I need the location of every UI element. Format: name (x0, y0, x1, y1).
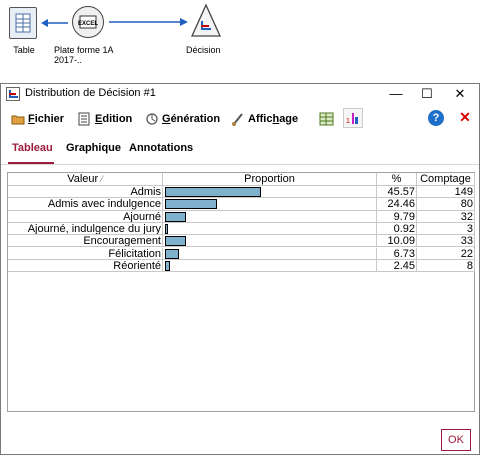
proportion-bar (165, 248, 180, 259)
window-title: Distribution de Décision #1 (25, 87, 156, 99)
menu-fichier-mnemonic: F (28, 113, 35, 125)
cell-valeur: Ajourné (8, 210, 163, 223)
menu-generation-label: énération (170, 113, 221, 125)
proportion-bar (165, 211, 186, 222)
col-header-proportion[interactable]: Proportion (163, 173, 377, 186)
menu-affichage-label: age (279, 113, 299, 125)
cell-valeur: Admis (8, 186, 163, 199)
proportion-bar (165, 223, 168, 234)
menu-fichier-label: ichier (34, 113, 65, 125)
cell-proportion (163, 198, 377, 211)
help-button[interactable]: ? (428, 110, 444, 126)
active-tab-indicator (8, 162, 54, 164)
cell-pct: 45.57 (377, 186, 417, 199)
close-window-button[interactable]: ✕ (454, 86, 466, 101)
export-table-icon (319, 112, 334, 126)
distribution-triangle-icon (190, 3, 222, 37)
cell-proportion (163, 259, 377, 273)
svg-text:1: 1 (346, 118, 350, 125)
menu-edition-label: dition (102, 113, 133, 125)
col-header-comptage[interactable]: Comptage (417, 173, 475, 186)
menu-affichage-label-pre: Affic (248, 113, 273, 125)
generate-icon (146, 113, 158, 125)
proportion-bar (165, 236, 187, 247)
col-header-valeur-label: Valeur (67, 173, 99, 185)
cell-comptage: 3 (417, 222, 475, 236)
distribution-chart-icon: 1 (346, 113, 358, 125)
cell-valeur: Félicitation (8, 247, 163, 260)
menu-edition-mnemonic: E (95, 113, 103, 125)
cell-valeur: Ajourné, indulgence du jury (8, 222, 163, 236)
cell-valeur: Réorienté (8, 259, 163, 273)
col-header-valeur[interactable]: Valeur ⁄ (8, 173, 163, 186)
ok-button[interactable]: OK (441, 429, 471, 451)
tab-tableau[interactable]: Tableau (12, 142, 53, 154)
cell-pct: 0.92 (377, 222, 417, 236)
table-node[interactable] (9, 7, 37, 39)
distribution-table: Valeur ⁄ Proportion % Comptage Admis 45.5… (7, 172, 475, 412)
toolbar-export-button[interactable] (319, 111, 335, 127)
menu-affichage-mnemonic: h (272, 113, 280, 125)
cell-pct: 24.46 (377, 198, 417, 211)
cell-comptage: 22 (417, 247, 475, 260)
window-app-icon (6, 87, 20, 101)
maximize-button[interactable]: ☐ (421, 86, 433, 101)
cell-valeur: Encouragement (8, 235, 163, 248)
cell-proportion (163, 210, 377, 223)
proportion-bar (165, 199, 217, 210)
stream-arrow-left (41, 19, 68, 27)
title-bar: Distribution de Décision #1 — ☐ ✕ (1, 84, 479, 104)
tab-bar: Tableau Graphique Annotations (1, 138, 479, 162)
table-node-label: Table (13, 45, 35, 55)
cell-proportion (163, 222, 377, 236)
decision-node-label: Décision (186, 45, 221, 55)
close-x-button[interactable]: ✕ (459, 109, 471, 125)
minimize-button[interactable]: — (389, 86, 403, 101)
edit-document-icon (78, 112, 90, 126)
excel-icon: EXCEL (78, 15, 98, 29)
stream-arrow-right (109, 18, 188, 26)
menu-affichage[interactable]: Affic h age (231, 111, 298, 127)
brush-icon (232, 113, 243, 126)
cell-proportion (163, 186, 377, 199)
cell-comptage: 80 (417, 198, 475, 211)
tab-annotations[interactable]: Annotations (129, 142, 194, 154)
stream-canvas: Table EXCEL Plate forme 1A 2017-.. Décis… (0, 0, 484, 76)
toolbar-distribution-button[interactable]: 1 (343, 108, 363, 128)
decision-node[interactable] (190, 3, 222, 39)
tab-graphique[interactable]: Graphique (66, 142, 122, 154)
proportion-bar (165, 187, 261, 197)
excel-source-node[interactable]: EXCEL (72, 6, 104, 38)
svg-text:EXCEL: EXCEL (78, 21, 98, 27)
menu-generation-mnemonic: G (162, 113, 171, 125)
table-icon (15, 13, 31, 33)
folder-icon (11, 115, 25, 125)
col-header-pct[interactable]: % (377, 173, 417, 186)
sort-icon: ⁄ (101, 174, 103, 184)
cell-valeur: Admis avec indulgence (8, 198, 163, 211)
cell-comptage: 8 (417, 259, 475, 273)
excel-node-label: Plate forme 1A 2017-.. (54, 45, 114, 65)
cell-comptage: 149 (417, 186, 475, 199)
cell-pct: 2.45 (377, 259, 417, 273)
cell-proportion (163, 235, 377, 248)
cell-pct: 6.73 (377, 247, 417, 260)
proportion-bar (165, 260, 171, 271)
cell-comptage: 33 (417, 235, 475, 248)
cell-pct: 10.09 (377, 235, 417, 248)
cell-comptage: 32 (417, 210, 475, 223)
cell-pct: 9.79 (377, 210, 417, 223)
tab-separator (1, 164, 479, 165)
cell-proportion (163, 247, 377, 260)
